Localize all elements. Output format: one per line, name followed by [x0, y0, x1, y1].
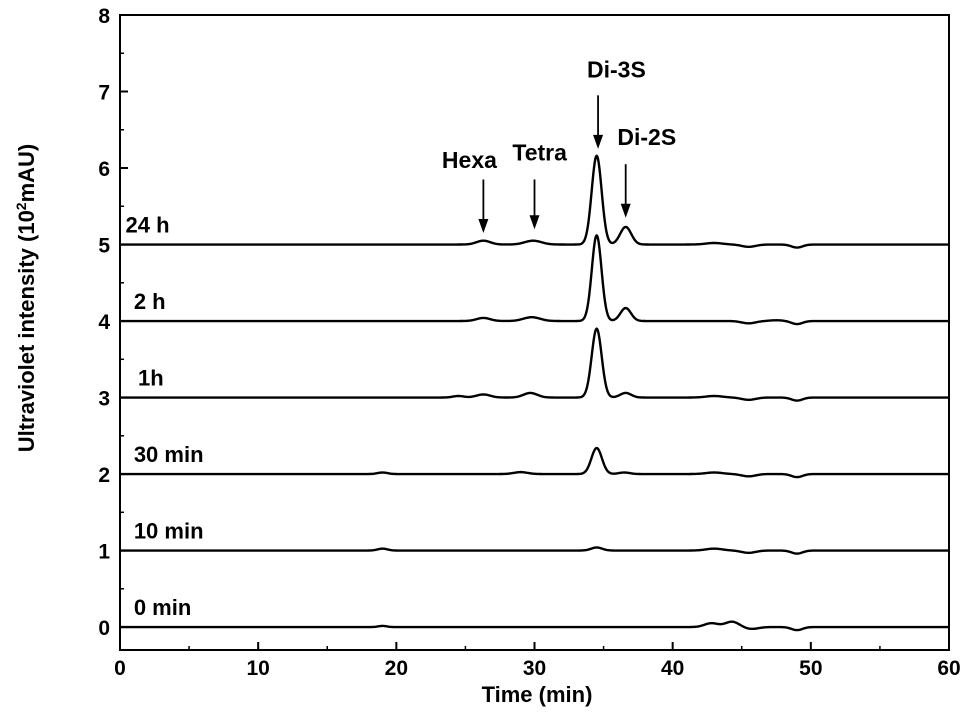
annotation-label-0: Hexa	[442, 147, 497, 173]
trace-30-min	[119, 446, 950, 479]
series-label-1: 10 min	[134, 519, 204, 544]
y-axis-label-main: Ultraviolet intensity (10	[14, 210, 39, 452]
y-axis-label-sup: 2	[13, 202, 29, 210]
x-tick-label-5: 50	[799, 657, 822, 680]
x-axis-label: Time (min)	[482, 682, 593, 707]
plot-area: 0 min 10 min 30 min 1h 2 h 24 h Hexa Tetra Di-3S…	[119, 57, 950, 632]
x-tick-label-1: 10	[246, 657, 269, 680]
y-tick-label-4: 4	[98, 311, 110, 334]
annotation-label-1: Tetra	[512, 139, 567, 165]
y-axis-label-end: mAU)	[14, 144, 39, 203]
series-label-5: 24 h	[126, 213, 170, 238]
series-label-3: 1h	[138, 366, 164, 391]
y-tick-label-5: 5	[98, 235, 110, 258]
series-label-4: 2 h	[134, 289, 166, 314]
trace-1h	[119, 327, 950, 402]
annotation-arrowhead-0	[478, 219, 489, 234]
series-label-2: 30 min	[134, 442, 204, 467]
axes: 0 10 20 30 40 50 60 0 1 2 3 4 5 6 7 8	[98, 5, 960, 680]
trace-2-h	[119, 234, 950, 326]
x-tick-label-0: 0	[114, 657, 126, 680]
y-tick-label-6: 6	[98, 158, 110, 181]
annotation-arrowhead-3	[620, 203, 631, 218]
y-tick-label-7: 7	[98, 82, 110, 105]
y-tick-label-2: 2	[98, 464, 110, 487]
plot-frame	[119, 14, 950, 651]
x-tick-label-4: 40	[661, 657, 684, 680]
trace-24-h	[119, 154, 950, 249]
x-tick-label-6: 60	[937, 657, 960, 680]
y-tick-label-8: 8	[98, 5, 110, 28]
x-tick-label-2: 20	[385, 657, 408, 680]
y-tick-label-3: 3	[98, 388, 110, 411]
trace-10-min	[119, 546, 950, 555]
y-axis-label: Ultraviolet intensity (102mAU)	[13, 144, 39, 453]
annotation-arrowhead-1	[529, 215, 540, 230]
y-tick-label-0: 0	[98, 617, 110, 640]
annotation-label-3: Di-2S	[617, 124, 676, 150]
y-tick-label-1: 1	[98, 541, 110, 564]
series-label-0: 0 min	[134, 595, 191, 620]
x-tick-label-3: 30	[523, 657, 546, 680]
annotation-label-2: Di-3S	[587, 57, 646, 83]
annotation-arrowhead-2	[593, 134, 604, 149]
trace-0-min	[119, 620, 950, 632]
